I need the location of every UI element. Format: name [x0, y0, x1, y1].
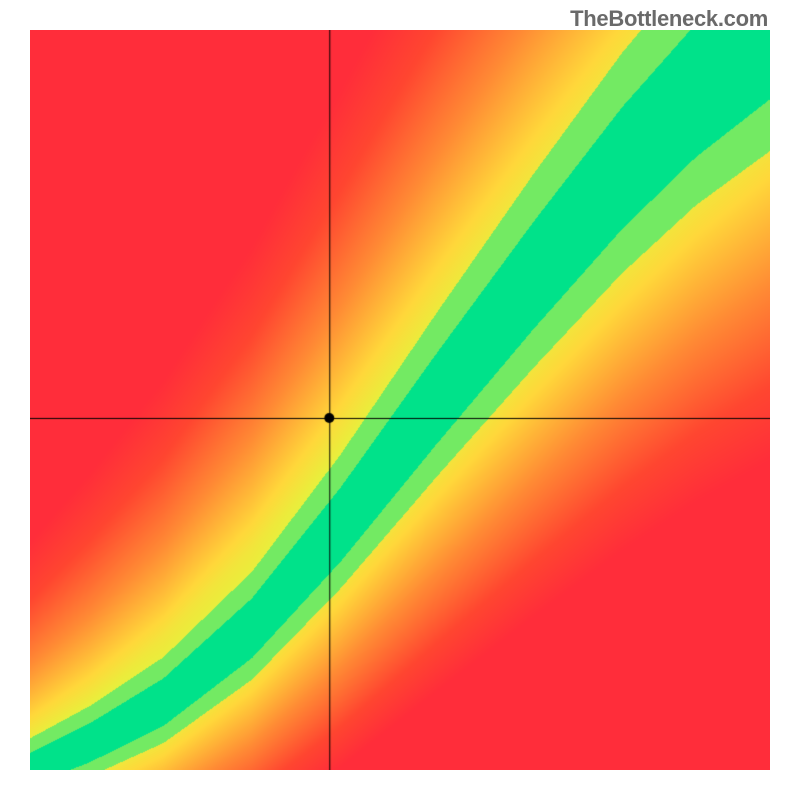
bottleneck-heatmap: [30, 30, 770, 770]
watermark-text: TheBottleneck.com: [570, 6, 768, 32]
bottleneck-heatmap-container: [30, 30, 770, 770]
